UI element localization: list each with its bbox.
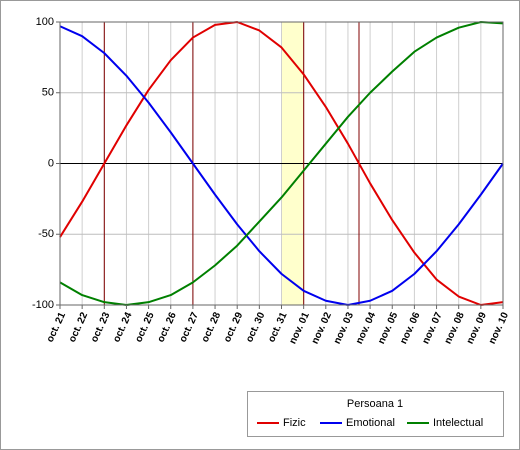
y-tick-label: -50 <box>38 228 54 240</box>
legend-label: Intelectual <box>433 417 483 429</box>
y-tick-label: 50 <box>42 87 54 99</box>
legend-title: Persoana 1 <box>347 398 403 410</box>
legend <box>247 391 504 437</box>
series-line <box>59 21 504 306</box>
plot-border <box>59 21 504 306</box>
series-line <box>59 25 504 306</box>
y-tick-label: 100 <box>36 16 54 28</box>
series-line <box>59 21 504 306</box>
y-tick-label: -100 <box>32 299 54 311</box>
y-tick-label: 0 <box>48 157 54 169</box>
legend-label: Emotional <box>346 417 395 429</box>
legend-label: Fizic <box>283 417 306 429</box>
